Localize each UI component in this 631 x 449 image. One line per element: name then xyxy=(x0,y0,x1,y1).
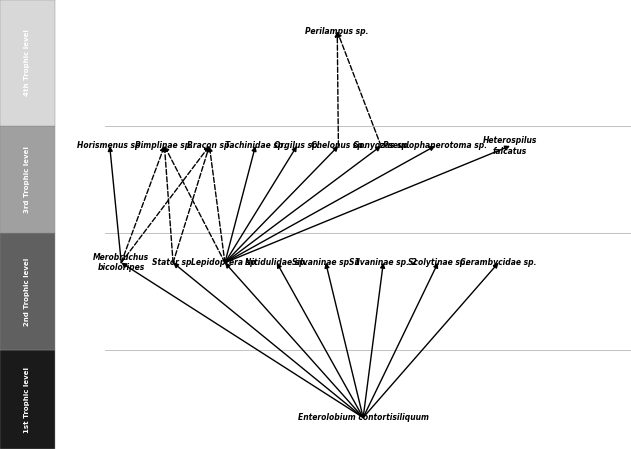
Text: Silvaninae sp. 1: Silvaninae sp. 1 xyxy=(292,258,360,267)
Text: Stator sp.: Stator sp. xyxy=(152,258,194,267)
Text: Pimplinae sp.: Pimplinae sp. xyxy=(136,141,194,150)
Text: Merobruchus
bicoloripes: Merobruchus bicoloripes xyxy=(93,253,150,273)
Text: Scolytinae sp.: Scolytinae sp. xyxy=(408,258,468,267)
Text: 4th Trophic level: 4th Trophic level xyxy=(25,30,30,96)
Text: Pseudophanerotoma sp.: Pseudophanerotoma sp. xyxy=(383,141,487,150)
Text: Bracon sp.: Bracon sp. xyxy=(187,141,232,150)
Text: Perilampus sp.: Perilampus sp. xyxy=(305,27,369,36)
Text: Chelonus sp.: Chelonus sp. xyxy=(311,141,366,150)
Text: 3rd Trophic level: 3rd Trophic level xyxy=(25,146,30,213)
Text: Nitidulidae sp.: Nitidulidae sp. xyxy=(245,258,308,267)
Text: Silvaninae sp. 2: Silvaninae sp. 2 xyxy=(350,258,417,267)
Text: 2nd Trophic level: 2nd Trophic level xyxy=(25,258,30,326)
Text: Orgilus sp.: Orgilus sp. xyxy=(274,141,320,150)
Text: Horismenus sp.: Horismenus sp. xyxy=(76,141,143,150)
Text: Lepidoptera sp.: Lepidoptera sp. xyxy=(191,258,259,267)
Text: Enterolobium contortisiliquum: Enterolobium contortisiliquum xyxy=(298,413,428,422)
Text: Cerambycidae sp.: Cerambycidae sp. xyxy=(460,258,537,267)
Text: Gonyozus sp.: Gonyozus sp. xyxy=(353,141,410,150)
Text: 1st Trophic level: 1st Trophic level xyxy=(25,367,30,432)
Text: Heterospilus
falcatus: Heterospilus falcatus xyxy=(483,136,537,156)
Text: Tachinidae sp.: Tachinidae sp. xyxy=(225,141,286,150)
